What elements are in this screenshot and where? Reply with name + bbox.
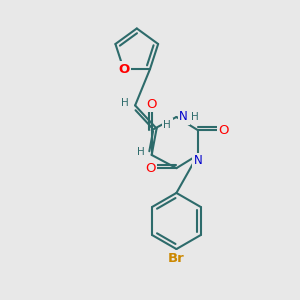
Text: O: O xyxy=(219,124,229,137)
Text: O: O xyxy=(145,162,156,175)
Text: H: H xyxy=(163,120,171,130)
Text: O: O xyxy=(146,98,157,111)
Text: Br: Br xyxy=(168,252,185,265)
Text: N: N xyxy=(194,154,202,167)
Text: H: H xyxy=(137,147,145,157)
Text: H: H xyxy=(191,112,199,122)
Text: O: O xyxy=(118,63,129,76)
Text: H: H xyxy=(121,98,128,108)
Text: N: N xyxy=(179,110,188,124)
